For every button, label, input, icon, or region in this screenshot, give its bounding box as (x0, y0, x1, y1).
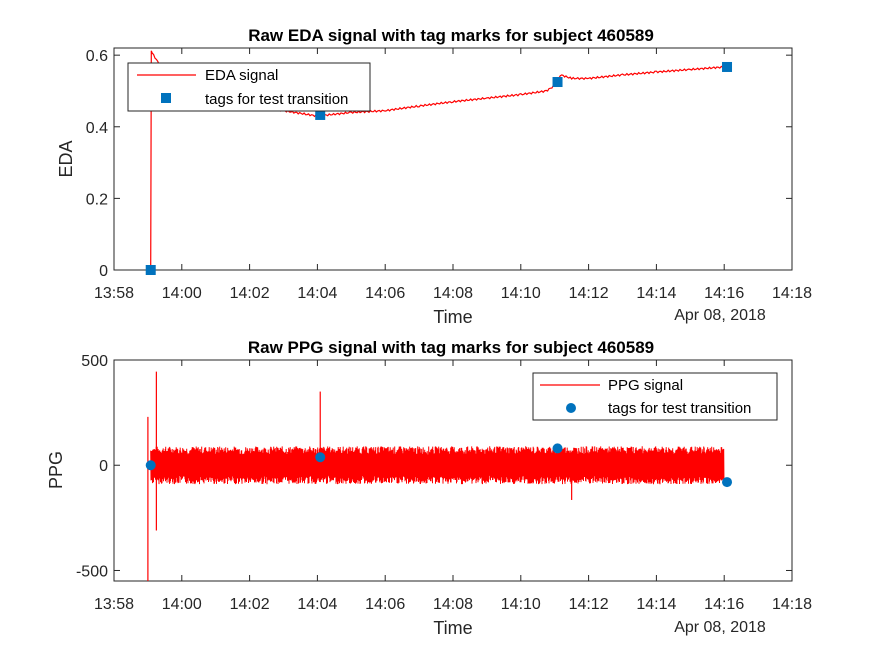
ppg-tag-marker (145, 460, 156, 471)
ppg-legend-label-tags: tags for test transition (608, 400, 751, 417)
eda-tag-marker (722, 61, 733, 72)
ppg-y-tick-label: -500 (76, 563, 108, 580)
ppg-x-tick-label: 14:06 (365, 596, 405, 613)
ppg-x-tick-label: 14:08 (433, 596, 473, 613)
eda-legend: EDA signal tags for test transition (127, 62, 371, 112)
ppg-legend: PPG signal tags for test transition (532, 372, 778, 421)
eda-legend-square-swatch (161, 93, 171, 103)
eda-x-axis: 13:58 14:00 14:02 14:04 14:06 14:08 14:10 14:12… (94, 48, 812, 302)
ppg-y-tick-label: 0 (99, 458, 108, 475)
ppg-y-axis-label: PPG (46, 451, 66, 489)
eda-x-tick-label: 14:02 (230, 285, 270, 302)
eda-y-tick-label: 0.2 (86, 191, 108, 208)
ppg-legend-label-signal: PPG signal (608, 377, 683, 394)
eda-tag-marker (552, 77, 563, 88)
ppg-y-axis: -500 0 500 (76, 353, 792, 580)
eda-x-tick-label: 14:06 (365, 285, 405, 302)
eda-x-tick-label: 14:00 (162, 285, 202, 302)
eda-legend-label-tags: tags for test transition (205, 91, 348, 108)
eda-tag-marker (315, 109, 326, 120)
ppg-x-axis: 13:58 14:00 14:02 14:04 14:06 14:08 14:10 14:12… (94, 360, 812, 613)
eda-y-tick-label: 0.4 (86, 120, 108, 137)
ppg-x-tick-label: 14:14 (636, 596, 676, 613)
eda-x-tick-label: 14:10 (501, 285, 541, 302)
eda-x-tick-label: 14:08 (433, 285, 473, 302)
ppg-legend-circle-swatch (566, 403, 576, 413)
eda-x-tick-label: 14:04 (297, 285, 337, 302)
ppg-signal-series (147, 371, 725, 581)
ppg-x-tick-label: 14:04 (297, 596, 337, 613)
eda-tag-marker (145, 265, 156, 275)
eda-x-tick-label: 14:18 (772, 285, 812, 302)
eda-tag-markers (145, 61, 733, 275)
eda-y-tick-label: 0.6 (86, 48, 108, 65)
eda-legend-label-signal: EDA signal (205, 67, 278, 84)
eda-date-label: Apr 08, 2018 (674, 307, 766, 324)
eda-panel: Raw EDA signal with tag marks for subjec… (56, 26, 812, 327)
ppg-x-tick-label: 14:10 (501, 596, 541, 613)
ppg-chart-title: Raw PPG signal with tag marks for subjec… (248, 338, 654, 357)
ppg-panel: Raw PPG signal with tag marks for subjec… (46, 338, 812, 638)
eda-y-axis-label: EDA (56, 140, 76, 177)
eda-y-axis: 0 0.2 0.4 0.6 (86, 48, 792, 280)
ppg-tag-marker (722, 477, 733, 488)
ppg-tag-markers (145, 443, 733, 488)
ppg-tag-marker (552, 443, 563, 454)
ppg-tag-marker (315, 452, 326, 463)
ppg-x-tick-label: 14:18 (772, 596, 812, 613)
eda-chart-title: Raw EDA signal with tag marks for subjec… (248, 26, 654, 45)
eda-x-tick-label: 14:12 (569, 285, 609, 302)
eda-x-axis-label: Time (433, 307, 472, 327)
ppg-x-tick-label: 14:02 (230, 596, 270, 613)
eda-x-tick-label: 13:58 (94, 285, 134, 302)
ppg-x-tick-label: 14:00 (162, 596, 202, 613)
ppg-date-label: Apr 08, 2018 (674, 619, 766, 636)
ppg-y-tick-label: 500 (81, 353, 108, 370)
ppg-x-axis-label: Time (433, 618, 472, 638)
eda-y-tick-label: 0 (99, 263, 108, 280)
ppg-x-tick-label: 14:16 (704, 596, 744, 613)
eda-x-tick-label: 14:16 (704, 285, 744, 302)
eda-x-tick-label: 14:14 (636, 285, 676, 302)
ppg-x-tick-label: 13:58 (94, 596, 134, 613)
ppg-x-tick-label: 14:12 (569, 596, 609, 613)
ppg-signal-line (150, 446, 725, 485)
